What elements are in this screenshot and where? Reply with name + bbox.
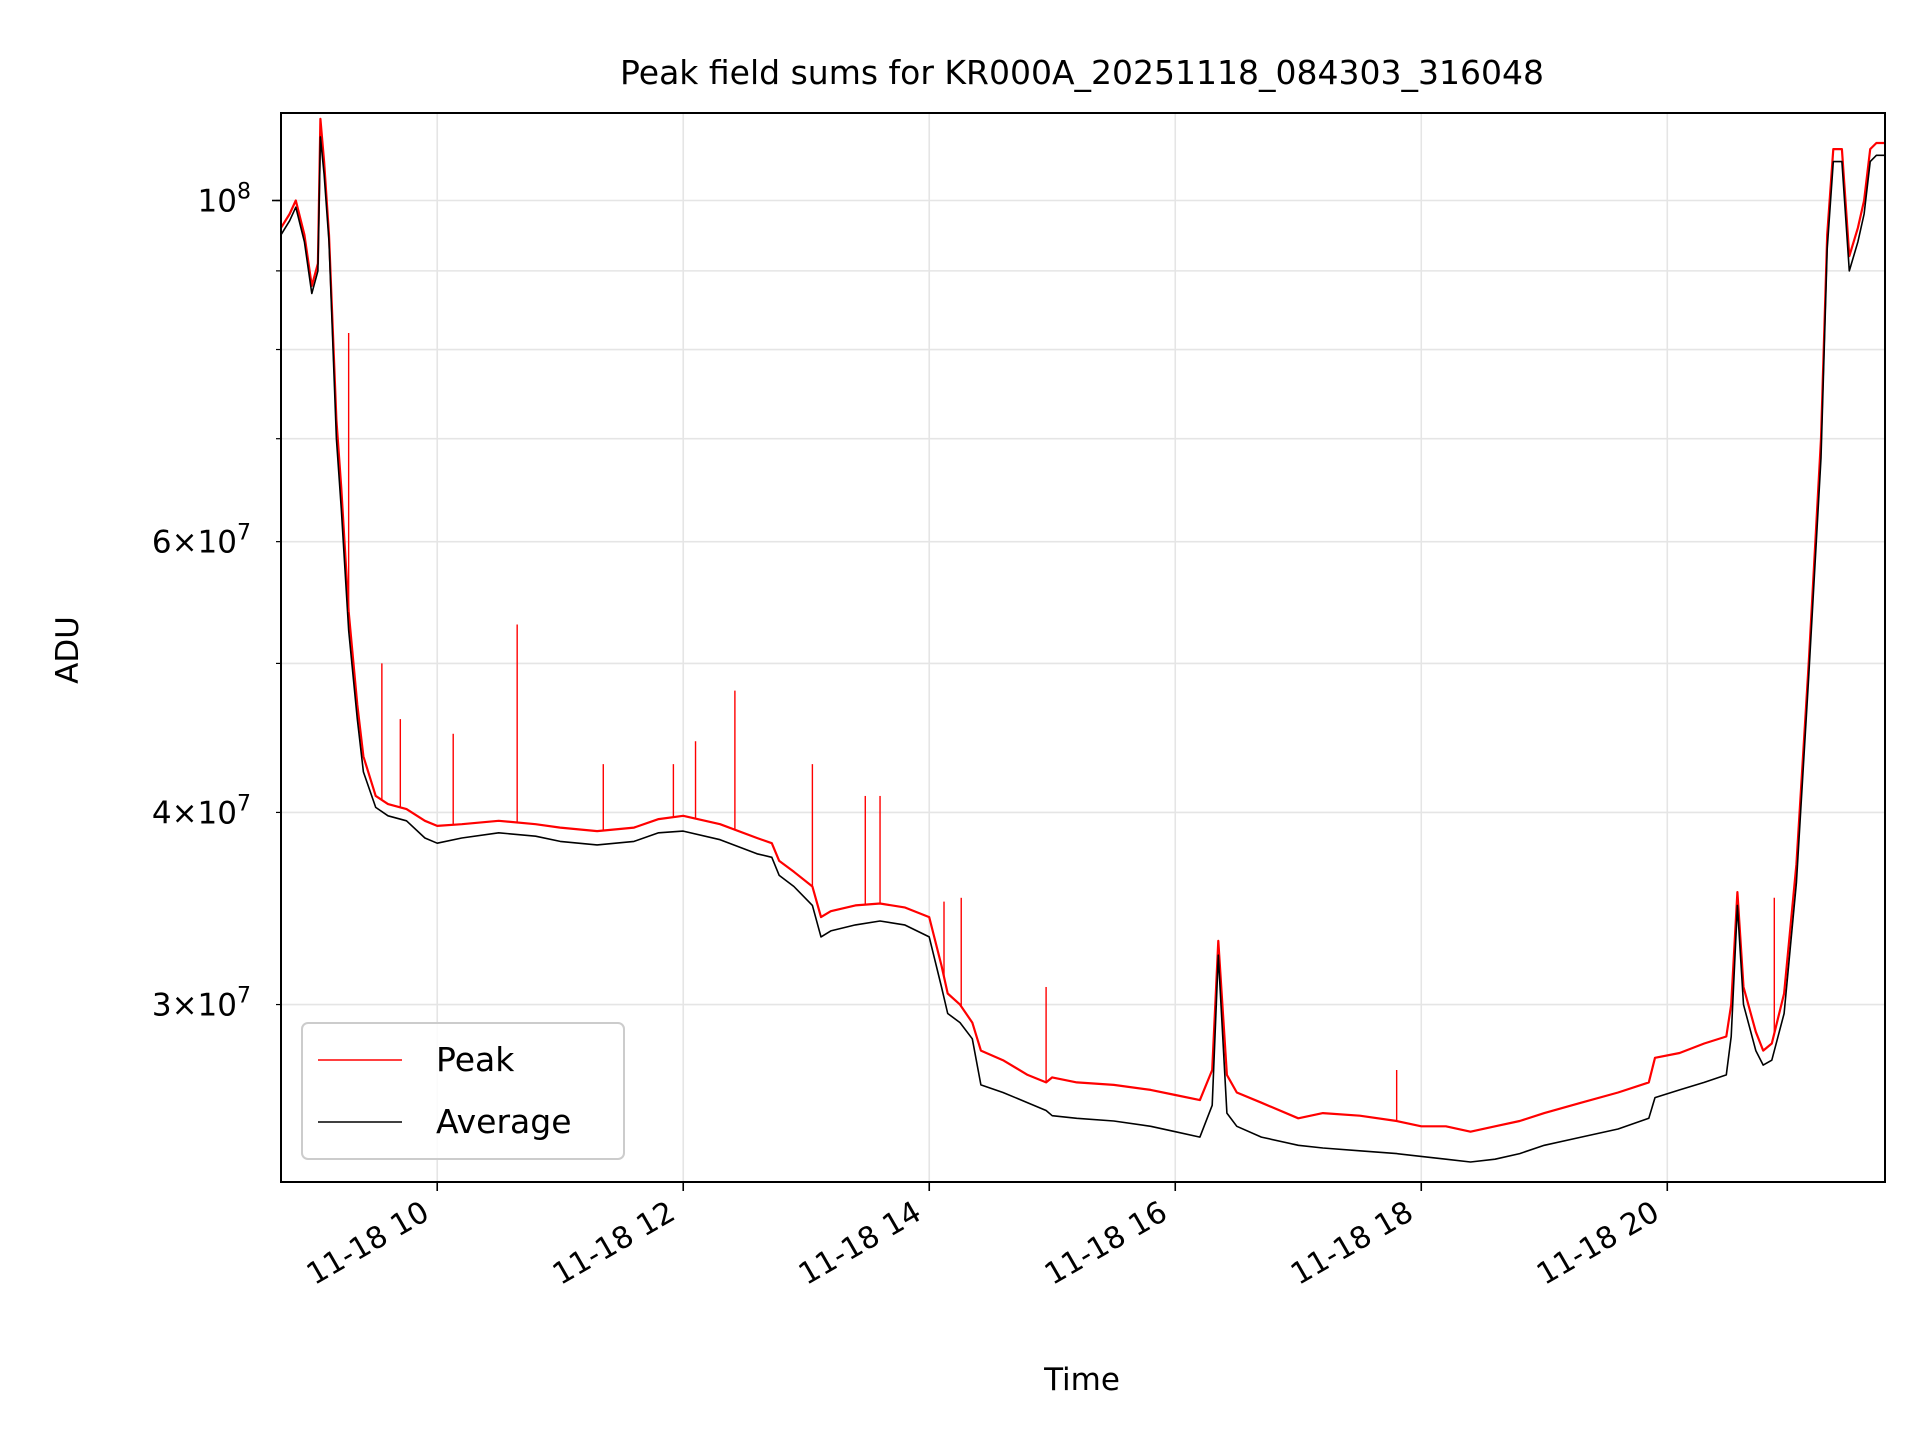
y-tick-label: 3×107	[152, 984, 251, 1024]
legend-box	[301, 1022, 625, 1160]
legend: Peak Average	[301, 1022, 625, 1160]
legend-average-label: Average	[436, 1102, 572, 1141]
y-tick-label: 6×107	[152, 521, 251, 561]
plot-frame	[280, 112, 1886, 1183]
series-line-peak	[280, 117, 1885, 1133]
x-axis-label: Time	[1043, 1362, 1120, 1398]
series-line-average	[280, 136, 1885, 1163]
y-axis-label: ADU	[50, 616, 86, 684]
y-tick-label: 108	[198, 180, 251, 220]
chart-title: Peak field sums for KR000A_20251118_0843…	[620, 53, 1544, 92]
legend-peak-label: Peak	[436, 1040, 515, 1079]
grid-lines	[281, 113, 1885, 1182]
series-layer	[280, 117, 1885, 1163]
y-axis: 108 3×107 4×107 6×107	[152, 180, 281, 1024]
y-tick-label: 4×107	[152, 791, 251, 831]
